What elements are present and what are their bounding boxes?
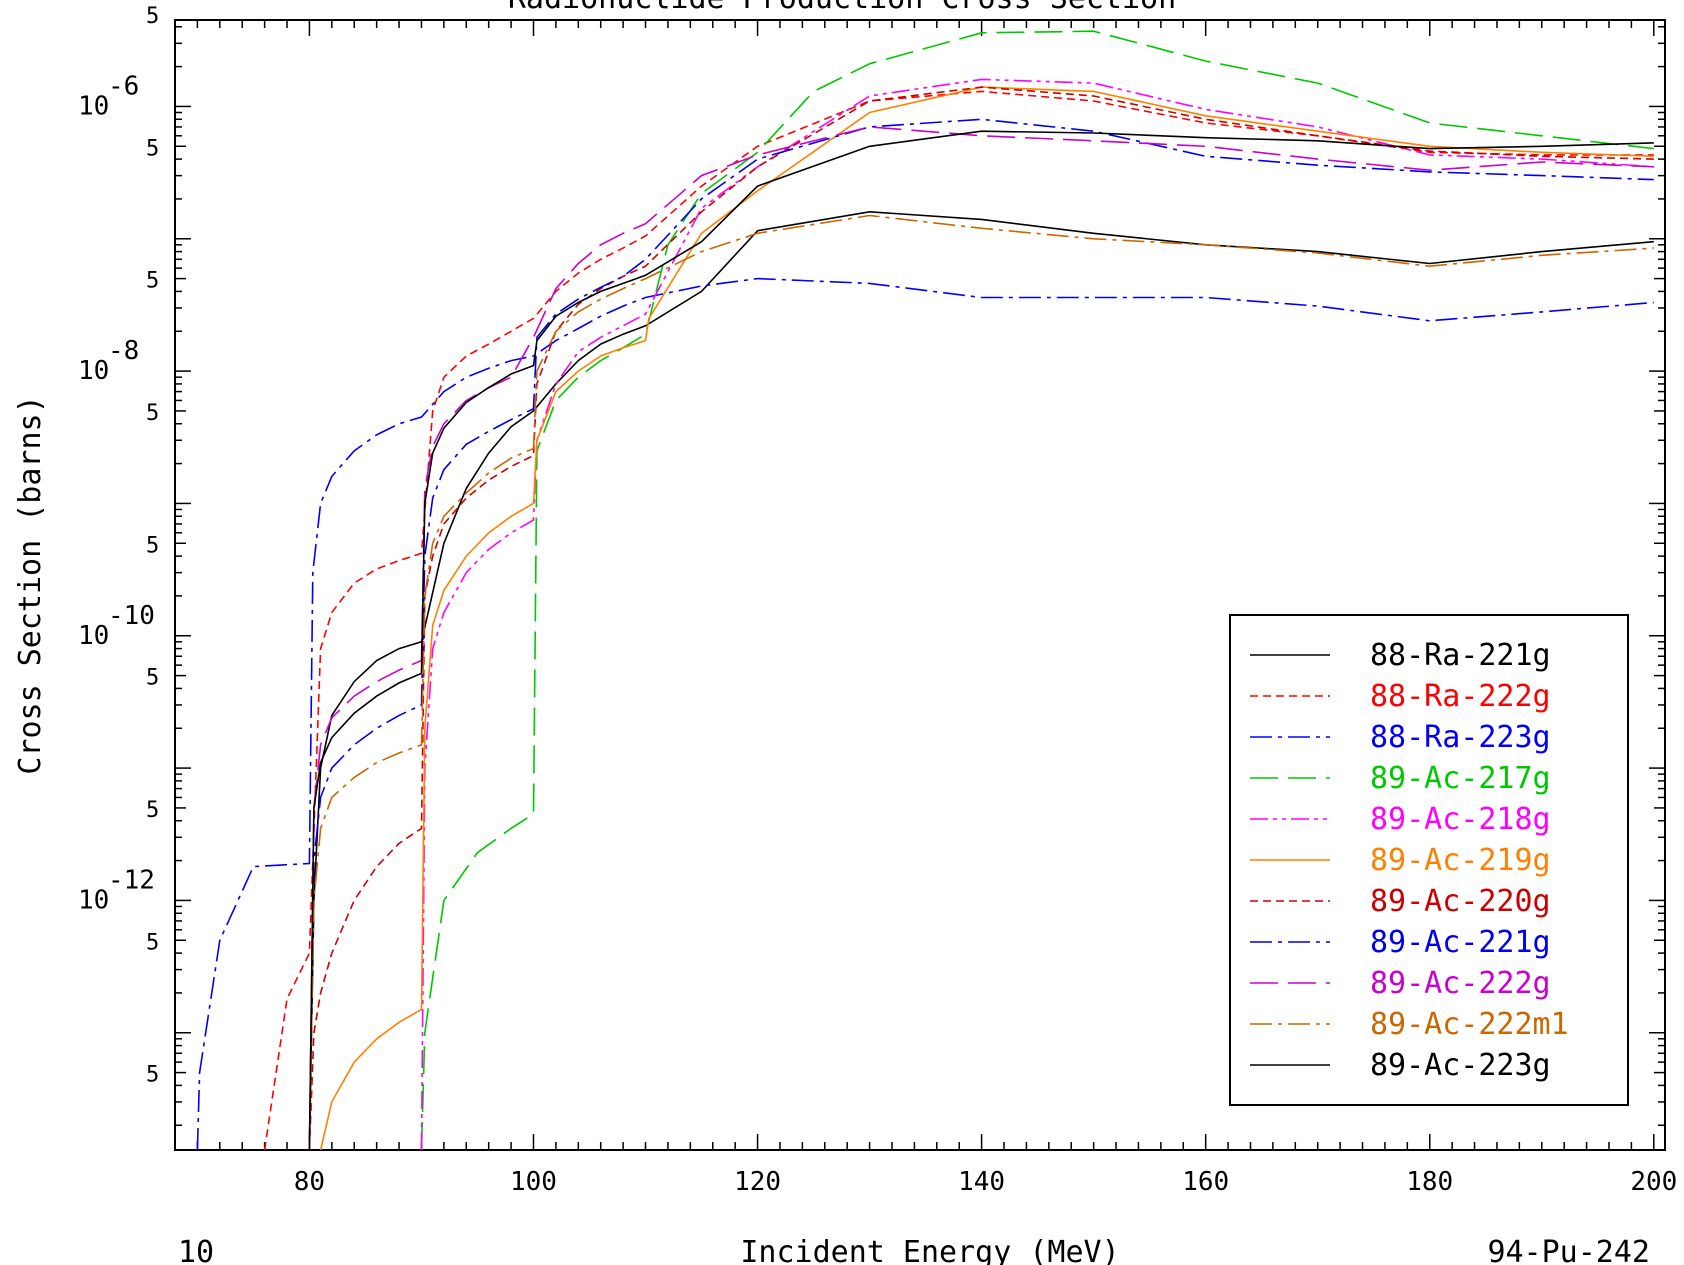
legend-label: 89-Ac-219g: [1370, 843, 1551, 878]
y-decade-label: 10: [78, 885, 109, 915]
legend-label: 89-Ac-220g: [1370, 884, 1551, 919]
y-decade-exponent: -6: [108, 71, 139, 101]
series-line-89-Ac-217g: [420, 30, 1654, 1150]
series-line-89-Ac-222g: [308, 126, 1654, 1150]
x-tick-label: 120: [734, 1167, 781, 1197]
y-decade-exponent: -8: [108, 336, 139, 366]
x-tick-label: 180: [1406, 1167, 1453, 1197]
y-five-label: 5: [146, 136, 159, 161]
y-five-label: 5: [146, 4, 159, 29]
legend-label: 88-Ra-222g: [1370, 679, 1551, 714]
y-decade-label: 10: [78, 356, 109, 386]
legend-label: 89-Ac-222m1: [1370, 1007, 1569, 1042]
y-axis-title: Cross Section (barns): [13, 395, 48, 774]
x-tick-label: 100: [510, 1167, 557, 1197]
y-five-label: 5: [146, 1063, 159, 1088]
series-layer: [196, 30, 1654, 1150]
y-decade-exponent: -12: [108, 865, 155, 895]
y-five-label: 5: [146, 401, 159, 426]
axis-ticks: [175, 20, 1665, 1150]
plot-frame: [174, 19, 1666, 1151]
legend-label: 88-Ra-223g: [1370, 720, 1551, 755]
y-decade-exponent: -10: [108, 601, 155, 631]
series-line-89-Ac-220g: [308, 86, 1654, 1150]
footer-right-label: 94-Pu-242: [1487, 1235, 1650, 1265]
series-line-89-Ac-221g: [308, 118, 1654, 1150]
chart-title: Radionuclide Production Cross Section: [508, 0, 1176, 16]
series-line-88-Ra-222g: [263, 90, 1654, 1150]
series-line-89-Ac-218g: [420, 78, 1654, 1150]
x-tick-label: 200: [1630, 1167, 1677, 1197]
legend-label: 89-Ac-222g: [1370, 966, 1551, 1001]
legend-label: 89-Ac-223g: [1370, 1048, 1551, 1083]
series-line-89-Ac-222m1: [308, 214, 1654, 1150]
y-decade-label: 10: [78, 91, 109, 121]
legend-label: 89-Ac-218g: [1370, 802, 1551, 837]
x-tick-labels: 80 100 120 140 160 180 200: [294, 1167, 1678, 1197]
series-line-89-Ac-219g: [319, 86, 1654, 1150]
x-axis-title: Incident Energy (MeV): [740, 1235, 1119, 1265]
legend-label: 89-Ac-221g: [1370, 925, 1551, 960]
y-five-label: 5: [146, 798, 159, 823]
legend-label: 89-Ac-217g: [1370, 761, 1551, 796]
x-tick-label: 80: [294, 1167, 325, 1197]
x-tick-label: 140: [958, 1167, 1005, 1197]
legend: 88-Ra-221g 88-Ra-222g 88-Ra-223g 89-Ac-217g…: [1229, 614, 1629, 1106]
y-five-label: 5: [146, 930, 159, 955]
y-five-label: 5: [146, 533, 159, 558]
series-line-89-Ac-223g: [308, 130, 1654, 1150]
y-five-label: 5: [146, 666, 159, 691]
y-decade-label: 10: [78, 621, 109, 651]
series-line-88-Ra-221g: [308, 210, 1654, 1150]
footer-left-label: 10: [178, 1235, 214, 1265]
x-tick-label: 160: [1182, 1167, 1229, 1197]
legend-label: 88-Ra-221g: [1370, 638, 1551, 673]
y-five-label: 5: [146, 269, 159, 294]
